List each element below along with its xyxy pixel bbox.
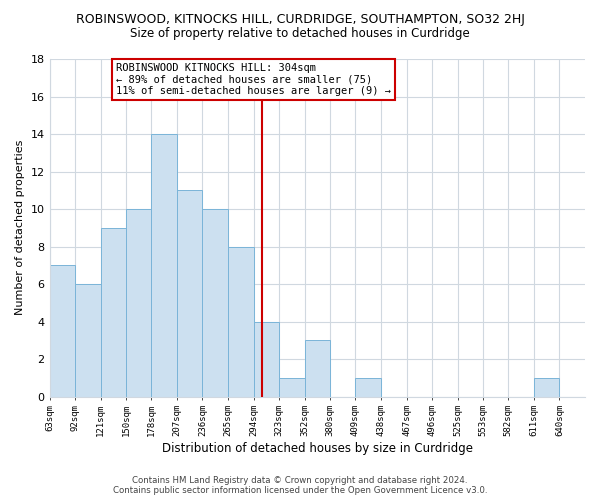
- Bar: [279, 378, 305, 396]
- Bar: [50, 266, 75, 396]
- Bar: [202, 209, 228, 396]
- Bar: [534, 378, 559, 396]
- Text: Contains HM Land Registry data © Crown copyright and database right 2024.
Contai: Contains HM Land Registry data © Crown c…: [113, 476, 487, 495]
- X-axis label: Distribution of detached houses by size in Curdridge: Distribution of detached houses by size …: [162, 442, 473, 455]
- Bar: [75, 284, 101, 397]
- Bar: [355, 378, 381, 396]
- Y-axis label: Number of detached properties: Number of detached properties: [15, 140, 25, 316]
- Bar: [151, 134, 177, 396]
- Bar: [177, 190, 202, 396]
- Bar: [101, 228, 127, 396]
- Text: Size of property relative to detached houses in Curdridge: Size of property relative to detached ho…: [130, 28, 470, 40]
- Bar: [305, 340, 329, 396]
- Text: ROBINSWOOD, KITNOCKS HILL, CURDRIDGE, SOUTHAMPTON, SO32 2HJ: ROBINSWOOD, KITNOCKS HILL, CURDRIDGE, SO…: [76, 12, 524, 26]
- Bar: [228, 246, 254, 396]
- Bar: [127, 209, 151, 396]
- Bar: [254, 322, 279, 396]
- Text: ROBINSWOOD KITNOCKS HILL: 304sqm
← 89% of detached houses are smaller (75)
11% o: ROBINSWOOD KITNOCKS HILL: 304sqm ← 89% o…: [116, 63, 391, 96]
